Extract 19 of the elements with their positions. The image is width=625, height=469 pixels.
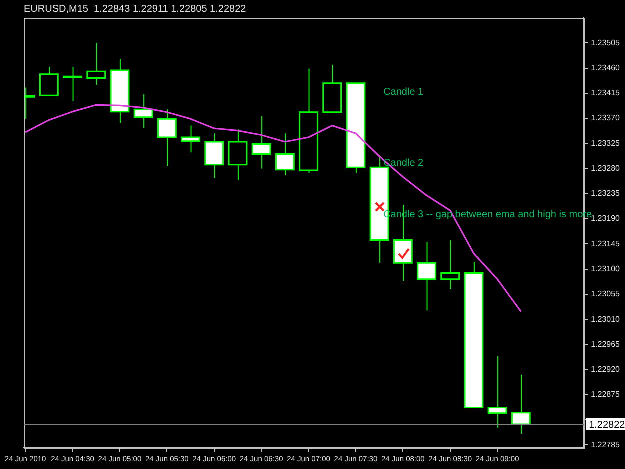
annotation: Candle 1 [384, 87, 424, 98]
y-tick-label: 1.23010 [591, 314, 621, 324]
y-tick-label: 1.23415 [591, 88, 621, 98]
y-tick-label: 1.22875 [591, 390, 621, 400]
y-tick-label: 1.23370 [591, 114, 621, 123]
ref-line-label: 1.22822 [589, 420, 625, 431]
y-tick-label: 1.22920 [591, 365, 621, 374]
y-tick-label: 1.23145 [591, 239, 621, 248]
y-tick-label: 1.23190 [591, 214, 621, 224]
y-tick-label: 1.23100 [591, 264, 621, 274]
y-tick-label: 1.22965 [591, 340, 621, 349]
y-tick-label: 1.22785 [591, 440, 621, 450]
y-tick-label: 1.23055 [591, 290, 621, 299]
y-tick-label: 1.23460 [591, 63, 621, 72]
y-tick-label: 1.23325 [591, 138, 621, 148]
y-tick-label: 1.23235 [591, 189, 621, 198]
y-tick-label: 1.23280 [591, 164, 621, 173]
y-tick-label: 1.23505 [591, 38, 621, 48]
chart-title: EURUSD,M15 1.22843 1.22911 1.22805 1.22822 [24, 4, 247, 15]
